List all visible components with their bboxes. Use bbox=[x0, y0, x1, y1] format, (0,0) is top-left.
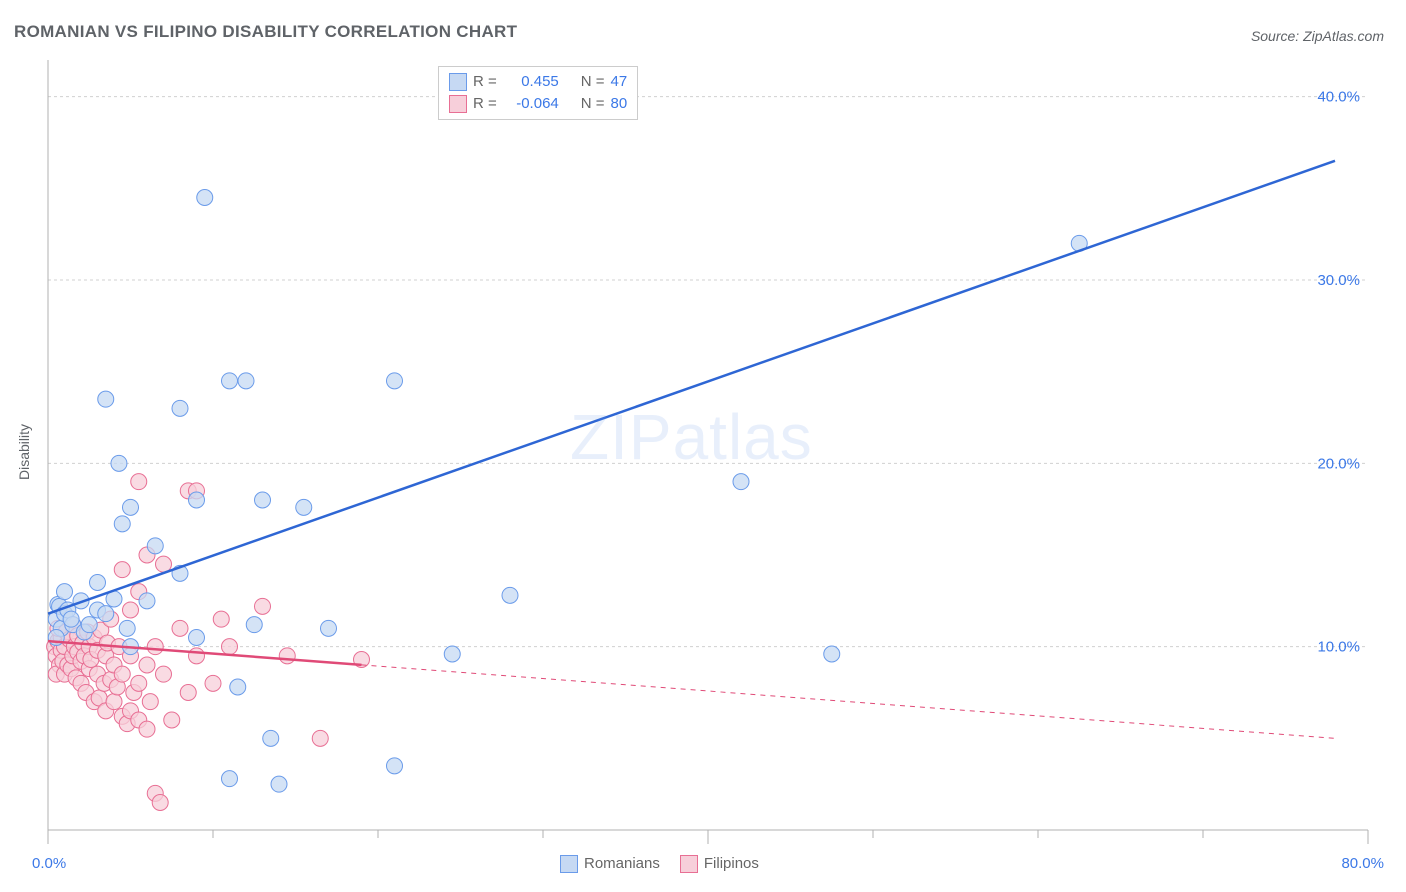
x-axis-min-label: 0.0% bbox=[32, 855, 66, 872]
svg-text:10.0%: 10.0% bbox=[1317, 639, 1360, 656]
svg-text:30.0%: 30.0% bbox=[1317, 272, 1360, 289]
legend-swatch bbox=[560, 855, 578, 873]
svg-text:20.0%: 20.0% bbox=[1317, 455, 1360, 472]
legend-item: Filipinos bbox=[680, 855, 759, 873]
series-legend: Romanians Filipinos bbox=[560, 855, 759, 873]
chart-container: ROMANIAN VS FILIPINO DISABILITY CORRELAT… bbox=[0, 0, 1406, 892]
svg-text:40.0%: 40.0% bbox=[1317, 89, 1360, 106]
legend-row: R =0.455N =47 bbox=[449, 71, 627, 93]
legend-swatch bbox=[680, 855, 698, 873]
legend-swatch bbox=[449, 95, 467, 113]
legend-item: Romanians bbox=[560, 855, 660, 873]
legend-swatch bbox=[449, 73, 467, 91]
correlation-legend: R =0.455N =47R =-0.064N =80 bbox=[438, 66, 638, 120]
scatter-chart: 10.0% 20.0% 30.0% 40.0% bbox=[0, 0, 1406, 892]
legend-row: R =-0.064N =80 bbox=[449, 93, 627, 115]
x-axis-max-label: 80.0% bbox=[1341, 855, 1384, 872]
